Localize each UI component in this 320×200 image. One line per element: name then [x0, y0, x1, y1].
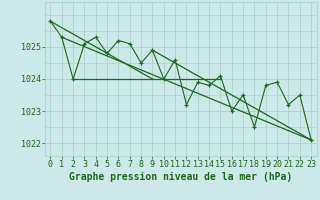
X-axis label: Graphe pression niveau de la mer (hPa): Graphe pression niveau de la mer (hPa)	[69, 172, 292, 182]
